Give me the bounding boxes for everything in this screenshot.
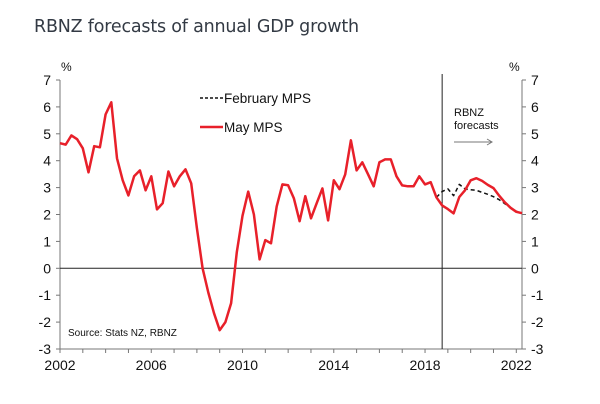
y-tick-label-right: 3	[531, 180, 539, 196]
y-tick-label-right: 5	[531, 126, 539, 142]
x-tick-label: 2022	[501, 357, 532, 373]
series-may-mps-line	[59, 101, 523, 332]
y-tick-label-right: 4	[531, 153, 539, 169]
chart-title: RBNZ forecasts of annual GDP growth	[34, 17, 359, 37]
series-february-mps-line	[435, 183, 523, 214]
legend: February MPS May MPS	[200, 91, 311, 135]
y-tick-label-left: 5	[43, 126, 51, 142]
y-axis-unit-left: %	[61, 60, 72, 74]
y-tick-label-right: -3	[531, 341, 544, 357]
y-tick-label-right: 7	[531, 72, 539, 88]
y-tick-label-left: 7	[43, 72, 51, 88]
y-tick-label-left: 3	[43, 180, 51, 196]
y-axis-unit-right: %	[509, 60, 520, 74]
y-tick-label-left: 1	[43, 233, 51, 249]
legend-label-may: May MPS	[224, 120, 283, 135]
y-tick-label-right: 1	[531, 233, 539, 249]
annotation-line2: forecasts	[454, 120, 499, 132]
y-tick-label-left: -1	[39, 287, 52, 303]
series-group	[59, 101, 523, 332]
y-tick-label-left: 2	[43, 207, 51, 223]
x-tick-label: 2014	[318, 357, 349, 373]
right-arrow-head-icon	[486, 138, 493, 146]
x-tick-label: 2002	[44, 357, 75, 373]
y-tick-label-right: 0	[531, 260, 539, 276]
y-tick-label-left: 0	[43, 260, 51, 276]
source-note: Source: Stats NZ, RBNZ	[68, 328, 177, 339]
y-tick-label-left: -2	[39, 314, 52, 330]
x-tick-label: 2010	[227, 357, 258, 373]
forecast-annotation: RBNZ forecasts	[454, 107, 499, 146]
y-tick-label-right: -2	[531, 314, 544, 330]
y-tick-label-right: 6	[531, 99, 539, 115]
y-tick-label-left: -3	[39, 341, 52, 357]
y-tick-label-left: 6	[43, 99, 51, 115]
y-tick-label-right: 2	[531, 207, 539, 223]
y-tick-label-left: 4	[43, 153, 51, 169]
legend-label-february: February MPS	[224, 91, 311, 106]
annotation-line1: RBNZ	[454, 107, 484, 119]
x-tick-label: 2018	[409, 357, 440, 373]
x-tick-label: 2006	[136, 357, 167, 373]
y-tick-label-right: -1	[531, 287, 544, 303]
